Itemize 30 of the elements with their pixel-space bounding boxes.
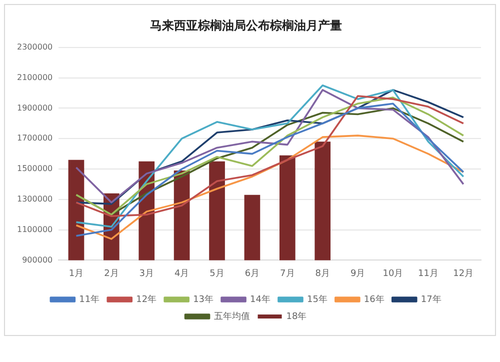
legend-label: 14年: [250, 294, 270, 305]
x-tick-label: 3月: [139, 268, 154, 279]
x-tick-label: 9月: [350, 268, 366, 279]
y-tick-label: 900000: [22, 255, 53, 264]
y-tick-label: 1700000: [16, 134, 53, 143]
x-tick-label: 8月: [315, 268, 330, 279]
x-tick-label: 10月: [382, 268, 404, 279]
chart-title: 马来西亚棕榈油局公布棕榈油月产量: [150, 18, 342, 32]
x-tick-label: 4月: [174, 268, 190, 279]
x-tick-label: 2月: [104, 268, 119, 279]
x-tick-label: 1月: [68, 268, 84, 279]
legend-label: 16年: [364, 294, 384, 305]
x-tick-label: 7月: [280, 268, 295, 279]
legend-label: 13年: [193, 294, 214, 305]
x-tick-label: 12月: [453, 268, 474, 279]
legend-label: 11年: [79, 294, 100, 305]
y-tick-label: 1900000: [16, 103, 53, 112]
x-tick-label: 11月: [418, 268, 438, 279]
legend-label: 18年: [286, 310, 307, 322]
y-tick-label: 1300000: [16, 194, 53, 204]
legend-label: 15年: [306, 294, 328, 305]
legend-label: 17年: [420, 294, 442, 305]
x-tick-label: 6月: [244, 268, 260, 279]
y-tick-label: 2300000: [16, 42, 53, 52]
y-tick-label: 2100000: [16, 72, 53, 82]
legend-label: 五年均值: [214, 310, 250, 322]
legend-label: 12年: [136, 294, 157, 305]
x-tick-label: 5月: [210, 268, 224, 279]
y-tick-label: 1500000: [16, 164, 53, 174]
y-tick-label: 1100000: [16, 224, 53, 234]
